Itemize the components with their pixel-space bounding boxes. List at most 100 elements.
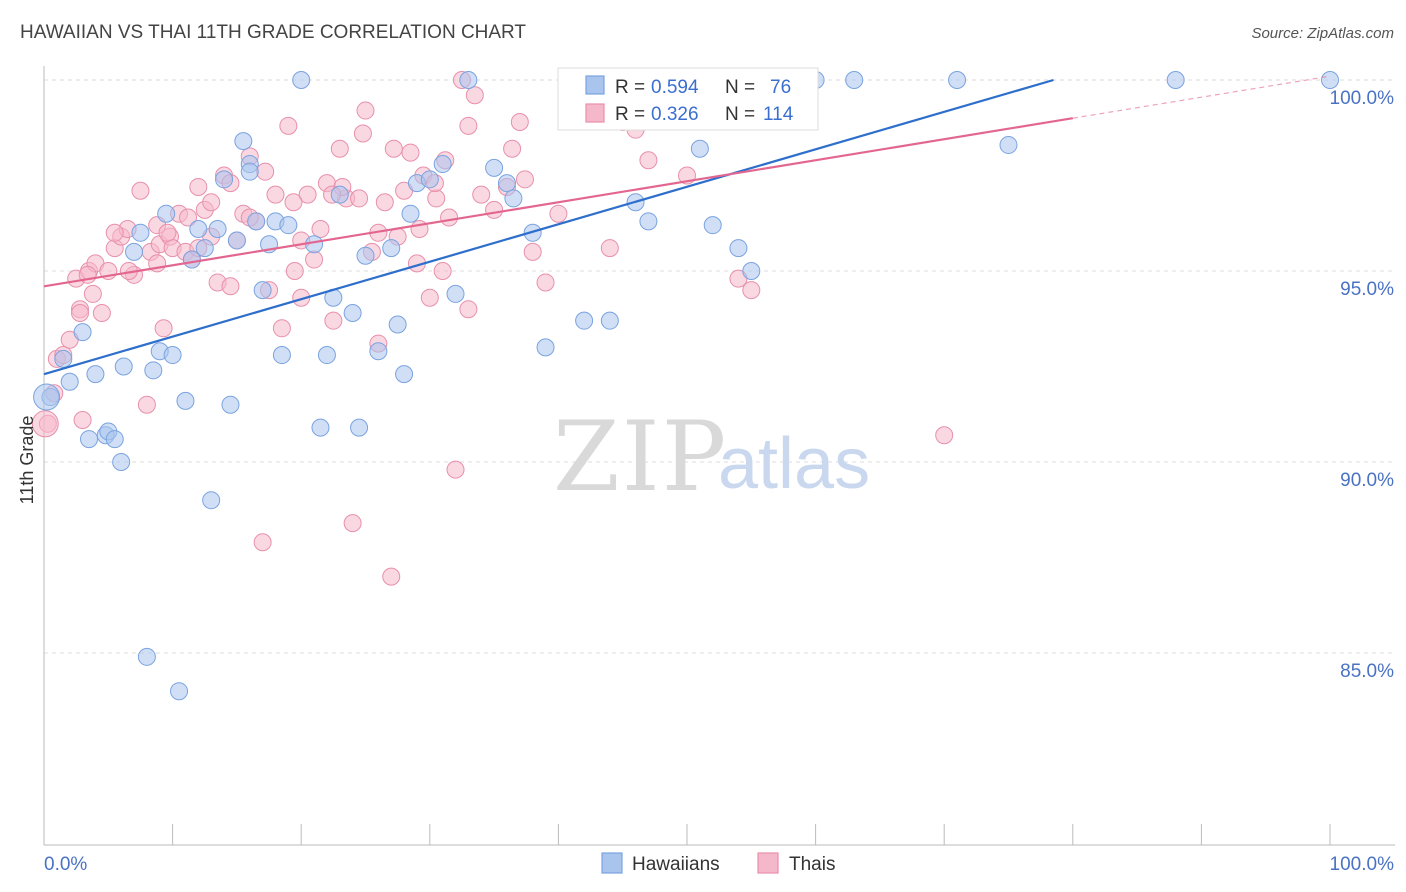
legend-r-label-hawaiians: R = bbox=[615, 77, 645, 98]
legend-r-value-thais: 0.326 bbox=[651, 104, 699, 125]
data-point bbox=[285, 262, 304, 280]
data-point bbox=[131, 181, 150, 200]
data-point bbox=[600, 311, 619, 330]
data-point bbox=[137, 395, 156, 414]
data-point bbox=[221, 277, 240, 296]
data-point bbox=[73, 410, 92, 429]
legend-swatch-hawaiians bbox=[585, 75, 605, 95]
data-point bbox=[158, 223, 177, 242]
data-point bbox=[388, 315, 407, 334]
data-point bbox=[195, 239, 214, 258]
data-point bbox=[253, 281, 272, 300]
data-point bbox=[515, 170, 534, 189]
data-point bbox=[86, 365, 105, 384]
data-point bbox=[504, 189, 523, 208]
watermark: ZIP atlas bbox=[553, 401, 870, 513]
data-point bbox=[935, 426, 954, 445]
data-point bbox=[350, 418, 369, 437]
data-point bbox=[948, 71, 967, 89]
data-point bbox=[382, 239, 401, 258]
data-point bbox=[459, 116, 478, 135]
data-point bbox=[395, 365, 414, 384]
data-point bbox=[215, 170, 234, 189]
x-tick-label-max: 100.0% bbox=[1330, 854, 1395, 875]
chart-title: HAWAIIAN VS THAI 11TH GRADE CORRELATION … bbox=[20, 22, 526, 43]
data-point bbox=[433, 155, 452, 174]
data-point bbox=[536, 338, 555, 357]
data-point bbox=[510, 113, 529, 132]
data-point bbox=[639, 212, 658, 231]
data-point bbox=[92, 304, 111, 323]
bottom-legend-swatch-hawaiians bbox=[601, 852, 623, 874]
data-point bbox=[157, 204, 176, 223]
data-point bbox=[170, 682, 189, 701]
data-point bbox=[33, 383, 61, 411]
data-point bbox=[356, 246, 375, 265]
legend-swatch-thais bbox=[585, 103, 605, 123]
axes bbox=[43, 66, 1395, 846]
data-point bbox=[600, 239, 619, 258]
data-point bbox=[202, 491, 221, 510]
data-point bbox=[311, 418, 330, 437]
trend-lines bbox=[43, 75, 1331, 376]
stats-legend: R = 0.594 N = 76 R = 0.326 N = 114 bbox=[557, 67, 819, 131]
bottom-legend-label-thais: Thais bbox=[789, 854, 835, 875]
data-point bbox=[137, 647, 156, 666]
trend-line-thais bbox=[43, 117, 1073, 288]
chart-source: Source: ZipAtlas.com bbox=[1251, 25, 1394, 42]
bottom-legend-label-hawaiians: Hawaiians bbox=[632, 854, 720, 875]
data-point bbox=[729, 239, 748, 258]
data-point bbox=[176, 391, 195, 410]
data-point bbox=[163, 346, 182, 365]
data-point bbox=[305, 235, 324, 254]
data-point bbox=[83, 284, 102, 303]
data-point bbox=[472, 185, 491, 204]
data-point bbox=[105, 223, 124, 242]
data-point bbox=[523, 242, 542, 261]
data-point bbox=[202, 193, 221, 212]
data-point bbox=[742, 262, 761, 280]
data-point bbox=[253, 533, 272, 552]
data-point bbox=[247, 212, 266, 231]
legend-n-label-thais: N = bbox=[725, 104, 755, 125]
data-point bbox=[690, 139, 709, 158]
data-point bbox=[343, 514, 362, 533]
data-point bbox=[703, 216, 722, 235]
data-point bbox=[427, 189, 446, 208]
data-point bbox=[189, 219, 208, 238]
data-point bbox=[311, 219, 330, 238]
data-point bbox=[279, 116, 298, 135]
data-point bbox=[80, 430, 99, 449]
y-tick-label: 100.0% bbox=[1330, 88, 1395, 109]
data-point bbox=[221, 395, 240, 414]
data-point bbox=[144, 361, 163, 380]
data-point bbox=[305, 250, 324, 269]
data-point bbox=[575, 311, 594, 330]
y-axis-label: 11th Grade bbox=[17, 416, 37, 505]
data-point bbox=[31, 410, 59, 438]
data-point bbox=[330, 139, 349, 158]
y-tick-labels: 85.0% 90.0% 95.0% 100.0% bbox=[1330, 88, 1395, 682]
bottom-legend-swatch-thais bbox=[757, 852, 779, 874]
legend-n-label-hawaiians: N = bbox=[725, 77, 755, 98]
data-point bbox=[845, 71, 864, 89]
data-point bbox=[742, 281, 761, 300]
data-point bbox=[179, 208, 198, 227]
data-point bbox=[350, 189, 369, 208]
legend-n-value-thais: 114 bbox=[763, 104, 794, 125]
data-point bbox=[343, 304, 362, 323]
data-point bbox=[154, 319, 173, 338]
legend-r-value-hawaiians: 0.594 bbox=[651, 77, 699, 98]
data-point bbox=[401, 204, 420, 223]
data-point bbox=[105, 430, 124, 449]
data-point bbox=[420, 288, 439, 307]
data-point bbox=[1321, 71, 1339, 89]
data-point bbox=[356, 101, 375, 120]
data-point bbox=[272, 319, 291, 338]
data-point bbox=[125, 242, 144, 261]
data-point bbox=[330, 185, 349, 204]
data-point bbox=[324, 311, 343, 330]
data-point bbox=[485, 200, 504, 219]
series-hawaiians bbox=[33, 71, 1339, 701]
